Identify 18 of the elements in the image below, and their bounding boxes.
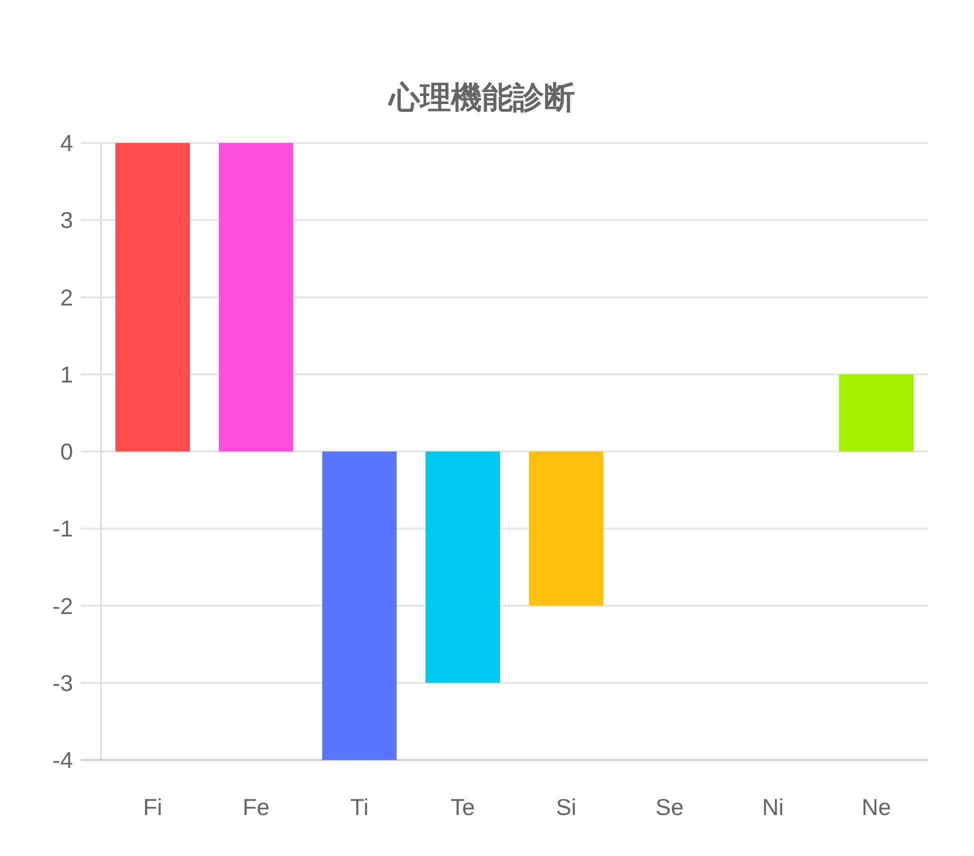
x-tick-label: Fe <box>242 794 270 820</box>
y-tick-label: 4 <box>60 130 74 156</box>
y-tick-label: -1 <box>52 516 73 542</box>
y-tick-label: 2 <box>60 284 73 310</box>
y-tick-label: 0 <box>60 438 73 464</box>
title: 心理機能診断 <box>389 80 575 115</box>
x-tick-label: Ni <box>762 794 784 820</box>
y-tick-label: -2 <box>52 592 73 619</box>
y-tick-label: 3 <box>60 207 73 234</box>
x-tick-label: Ne <box>862 794 892 820</box>
y-tick-label: -4 <box>52 747 74 773</box>
x-tick-label: Se <box>655 794 684 820</box>
y-tick-label: -3 <box>52 670 73 696</box>
x-tick-label: Fi <box>143 794 162 820</box>
x-tick-label: Ti <box>350 794 369 820</box>
x-tick-label: Te <box>450 794 475 820</box>
y-tick-label: 1 <box>60 361 73 388</box>
x-tick-label: Si <box>556 794 576 820</box>
